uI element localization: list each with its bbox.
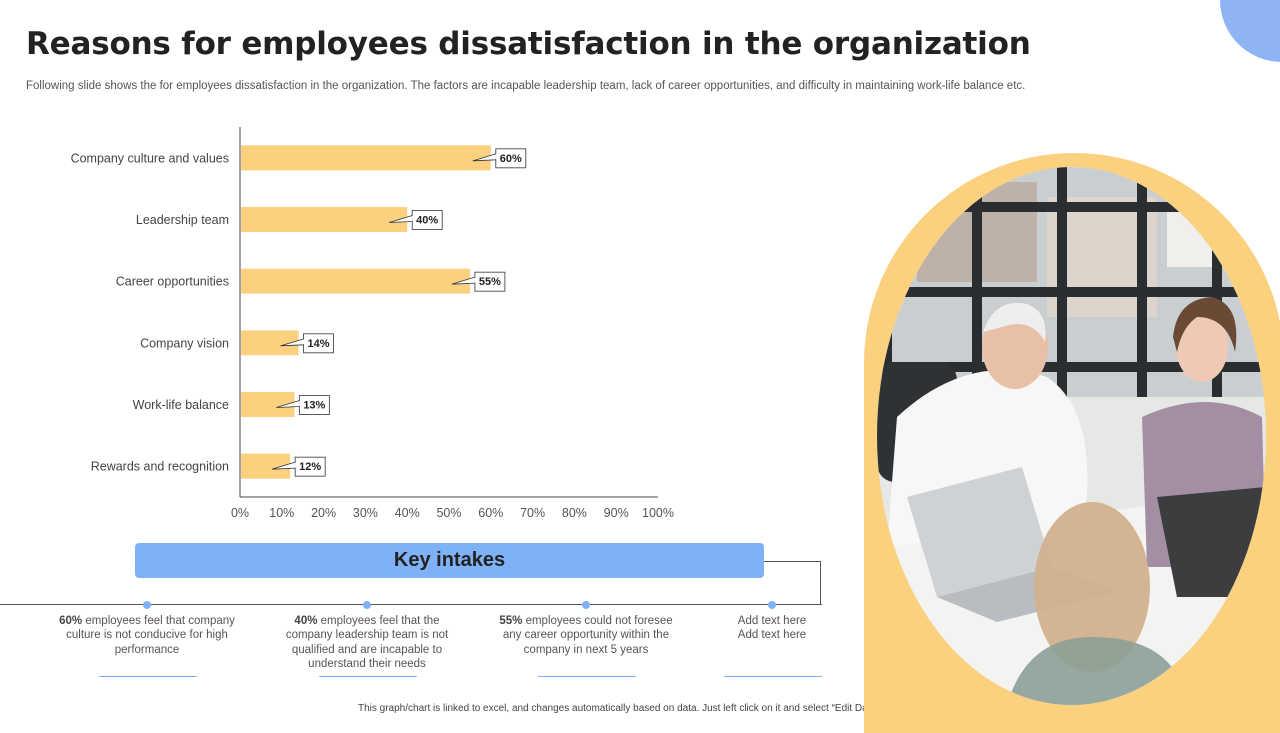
page-subtitle: Following slide shows the for employees … xyxy=(26,80,1026,92)
bar xyxy=(241,330,299,356)
intake-item-3: 55% employees could not foresee any care… xyxy=(499,615,673,656)
data-label: 14% xyxy=(308,338,330,350)
intake-item-1: 60% employees feel that company culture … xyxy=(59,615,235,656)
category-label: Work-life balance xyxy=(133,398,229,412)
x-tick-label: 60% xyxy=(478,506,503,520)
intake-underline xyxy=(99,676,197,677)
key-intakes-title: Key intakes xyxy=(393,549,506,571)
connector-bracket xyxy=(764,561,821,605)
timeline-dot xyxy=(768,601,776,609)
intake-underline xyxy=(724,676,822,677)
data-label: 13% xyxy=(303,400,325,412)
x-tick-label: 30% xyxy=(353,506,378,520)
timeline-dot xyxy=(363,601,371,609)
data-label: 60% xyxy=(500,153,522,165)
x-tick-label: 70% xyxy=(520,506,545,520)
category-label: Company vision xyxy=(140,336,229,350)
data-label: 55% xyxy=(479,276,501,288)
meeting-photo xyxy=(877,167,1266,705)
intake-underline xyxy=(319,676,417,677)
bar-chart[interactable]: 0% 10% 20% 30% 40% 50% 60% 70% 80% 90% 100% Company… xyxy=(0,110,700,530)
data-label: 12% xyxy=(299,461,321,473)
timeline-dot xyxy=(143,601,151,609)
category-label: Leadership team xyxy=(136,213,229,227)
intake-item-2: 40% employees feel that the company lead… xyxy=(285,615,449,671)
x-tick-label: 10% xyxy=(269,506,294,520)
bar xyxy=(241,268,470,294)
corner-decoration xyxy=(1220,0,1280,62)
x-tick-label: 20% xyxy=(311,506,336,520)
x-tick-label: 0% xyxy=(231,506,249,520)
data-label: 40% xyxy=(416,215,438,227)
intake-item-4: Add text here Add text here xyxy=(737,615,807,642)
intake-underline xyxy=(538,676,636,677)
x-tick-label: 80% xyxy=(562,506,587,520)
timeline-line xyxy=(0,604,822,605)
category-label: Rewards and recognition xyxy=(91,460,229,474)
category-label: Company culture and values xyxy=(71,151,229,165)
page-title: Reasons for employees dissatisfaction in… xyxy=(26,26,1031,62)
timeline-dot xyxy=(582,601,590,609)
x-tick-label: 50% xyxy=(436,506,461,520)
bar xyxy=(241,145,491,171)
x-tick-label: 90% xyxy=(604,506,629,520)
category-label: Career opportunities xyxy=(116,275,229,289)
x-tick-label: 100% xyxy=(642,506,674,520)
key-intakes-header: Key intakes xyxy=(135,543,764,578)
x-tick-label: 40% xyxy=(395,506,420,520)
bar xyxy=(241,207,408,232)
footnote: This graph/chart is linked to excel, and… xyxy=(358,703,883,714)
